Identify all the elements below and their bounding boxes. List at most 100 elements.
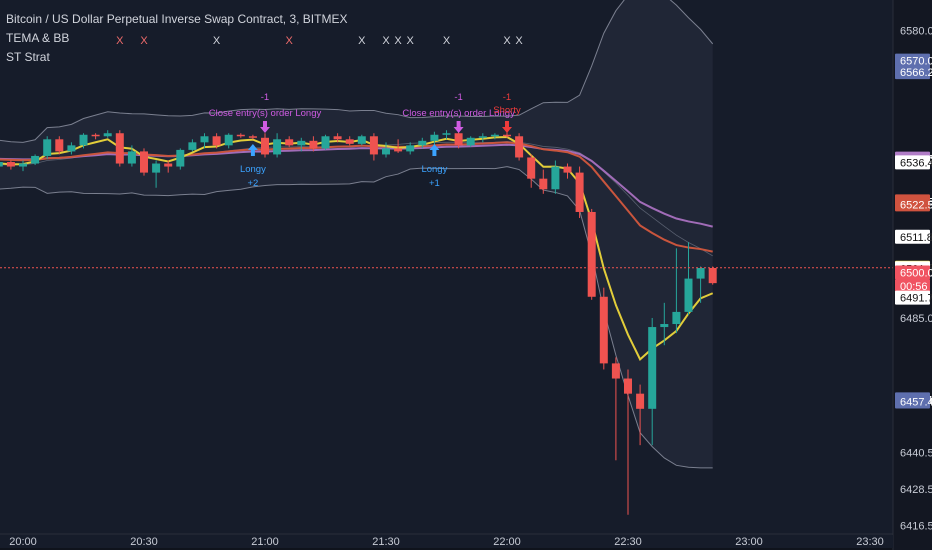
signal-label: Longy [421,164,447,175]
candle [321,134,330,150]
candle [152,160,161,188]
signal-label: Close entry(s) order Longy [209,108,322,119]
candle-body [321,136,330,149]
candle-body [563,166,572,173]
signal-label: Longy [240,164,266,175]
time-tick-label: 21:00 [251,536,279,548]
candle-body [43,139,52,156]
band-upper [0,0,714,143]
candle-body [587,211,596,297]
time-axis[interactable]: 20:00 20:30 21:00 21:30 22:00 22:30 23:00 23:30 [0,533,893,548]
candle [212,133,221,149]
price-tag-label: 00:56 [900,281,928,293]
signal-qty: +1 [429,178,440,189]
signal-label: Shorty [493,105,521,116]
candle [285,136,294,147]
candle [297,137,306,152]
signal-exit: -1 Close entry(s) order Longy [209,92,322,133]
candle [551,160,560,194]
band-fill [0,0,713,468]
candle [140,148,148,176]
candle-body [418,140,427,146]
candle-body [406,145,415,152]
time-tick-label: 22:00 [493,536,521,548]
candle-body [200,136,209,143]
candle [19,160,27,172]
candles [0,128,717,515]
candle [79,133,88,149]
candle-body [503,134,511,137]
candle [587,208,596,300]
indicator-tema-bb[interactable]: TEMA & BB [6,31,70,45]
candle-body [31,155,40,164]
candle-body [636,393,645,409]
candle [6,160,15,170]
bottom-edge [0,547,932,550]
signal-label: Close entry(s) order Longy [402,108,515,119]
candle [176,148,185,170]
legend-x-marker: X [443,35,451,47]
legend-x-marker: X [515,35,523,47]
candle [0,162,3,167]
legend-x-marker: X [116,35,124,47]
candle [357,134,366,146]
price-tick-label: 6428.5 [900,484,932,496]
candle [309,136,318,152]
price-tag-label: 6570.0 [900,56,932,68]
candle-body [212,136,221,146]
legend-x-marker: X [407,35,415,47]
legend: Bitcoin / US Dollar Perpetual Inverse Sw… [6,10,347,67]
candle [248,134,257,140]
legend-x-marker: X [382,35,390,47]
candle [164,160,173,173]
price-tag-label: 6491.7 [900,293,932,305]
candle [91,133,100,140]
price-tag [895,229,930,244]
candle-body [285,139,294,146]
candle-body [152,163,161,173]
price-tag-label: 6536.4 [900,157,932,169]
candle [672,248,681,334]
candle [333,133,342,143]
ma-slow-line [0,141,713,253]
band-lower [0,166,713,469]
signal-qty: -1 [503,92,511,103]
candle [273,133,282,158]
strategy-signals: Longy +2 -1 Close entry(s) order Longy Longy… [209,92,521,189]
candle-body [357,136,366,144]
indicator-st-strat[interactable]: ST Strat [6,50,50,64]
candle [660,302,669,346]
candle [624,369,632,515]
chart-title: Bitcoin / US Dollar Perpetual Inverse Sw… [6,12,348,26]
signal-long-entry: Longy +1 [421,144,448,189]
time-axis-bg [0,535,893,548]
candle [67,142,76,155]
long-arrow-icon [429,144,440,156]
candle-body [261,137,269,155]
exit-arrow-icon [260,121,270,133]
time-tick-label: 20:30 [130,536,158,548]
candle-body [478,136,487,138]
candle [515,133,524,161]
candle [406,142,415,155]
candle [418,137,427,149]
price-tick-label: 6440.5 [900,448,932,460]
candle [224,133,233,149]
candle-body [103,133,112,137]
candle [684,242,693,315]
price-tick-label: 6580.0 [900,25,932,37]
legend-x-marker: X [503,35,511,47]
candle-body [442,133,451,135]
candle-body [309,140,318,149]
price-axis[interactable]: 6580.06566.26537.66536.46523.56522.56511… [892,0,932,550]
price-tag-label: 6566.2 [900,67,932,79]
legend-x-marker: X [358,35,366,47]
candle-body [67,145,76,152]
candle [636,384,645,446]
candle [55,136,64,155]
legend-x-marker: X [213,35,221,47]
